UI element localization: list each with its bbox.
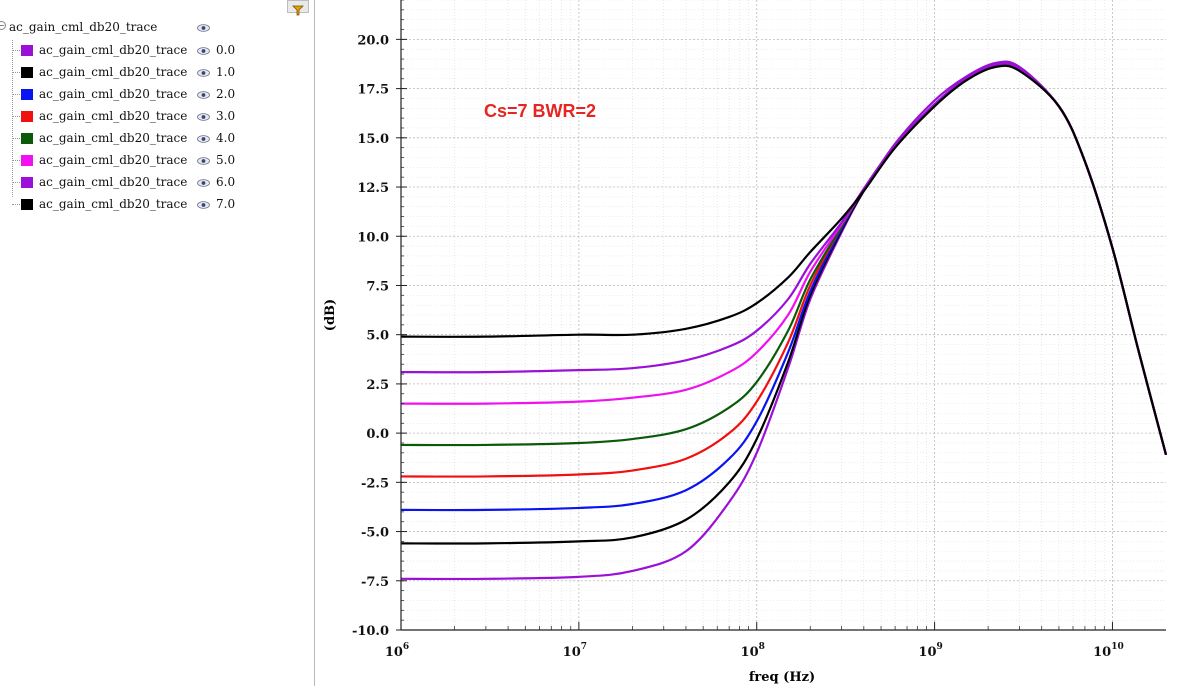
eye-icon[interactable] xyxy=(197,69,210,77)
series-line xyxy=(400,62,1168,478)
series-line xyxy=(400,62,1168,456)
y-tick-label: 7.5 xyxy=(366,279,389,294)
tree-connector xyxy=(12,160,20,161)
legend-swatch xyxy=(21,199,33,210)
y-tick-label: -2.5 xyxy=(361,476,389,491)
tree-connector xyxy=(12,40,13,197)
legend-item-value: 2.0 xyxy=(216,87,236,101)
legend-item-label: ac_gain_cml_db20_trace xyxy=(39,175,188,189)
x-tick-label: 107 xyxy=(563,642,587,660)
tree-connector xyxy=(12,138,20,139)
legend-item-label: ac_gain_cml_db20_trace xyxy=(39,197,188,211)
x-tick-label: 1010 xyxy=(1093,642,1124,660)
axes xyxy=(396,0,1166,631)
legend-item-value: 1.0 xyxy=(216,65,236,79)
x-axis-label: freq (Hz) xyxy=(749,670,815,685)
panel-divider[interactable] xyxy=(314,0,315,686)
legend-swatch xyxy=(21,45,33,56)
legend-item-value: 6.0 xyxy=(216,175,236,189)
eye-icon[interactable] xyxy=(197,135,210,143)
collapse-icon[interactable]: − xyxy=(0,21,6,30)
eye-icon[interactable] xyxy=(197,24,210,32)
legend-root-label: ac_gain_cml_db20_trace xyxy=(9,20,158,34)
series-line xyxy=(400,62,1168,456)
legend-item-label: ac_gain_cml_db20_trace xyxy=(39,65,188,79)
eye-icon[interactable] xyxy=(197,179,210,187)
eye-icon[interactable] xyxy=(197,47,210,55)
x-tick-label: 106 xyxy=(385,642,409,660)
legend-item-label: ac_gain_cml_db20_trace xyxy=(39,43,188,57)
legend-swatch xyxy=(21,155,33,166)
series-line xyxy=(400,62,1168,456)
minor-grid xyxy=(401,0,1166,631)
eye-icon[interactable] xyxy=(197,201,210,209)
legend-item[interactable]: ac_gain_cml_db20_trace 2.0 xyxy=(0,84,300,106)
tree-connector xyxy=(12,72,20,73)
eye-icon[interactable] xyxy=(197,157,210,165)
tree-connector xyxy=(12,94,20,95)
legend-item-label: ac_gain_cml_db20_trace xyxy=(39,131,188,145)
y-tick-label: 17.5 xyxy=(357,83,389,98)
y-tick-label: 10.0 xyxy=(357,230,389,245)
legend-item[interactable]: ac_gain_cml_db20_trace 7.0 xyxy=(0,194,300,216)
legend-item-value: 5.0 xyxy=(216,153,236,167)
legend-item-value: 4.0 xyxy=(216,131,236,145)
y-tick-label: 5.0 xyxy=(366,329,389,344)
y-tick-label: -7.5 xyxy=(361,575,389,590)
legend-item-label: ac_gain_cml_db20_trace xyxy=(39,87,188,101)
tree-connector xyxy=(12,50,20,51)
filter-button[interactable] xyxy=(287,0,309,16)
filter-icon xyxy=(292,5,304,16)
y-tick-label: 15.0 xyxy=(357,132,389,147)
legend-item[interactable]: ac_gain_cml_db20_trace 0.0 xyxy=(0,40,300,62)
legend-swatch xyxy=(21,89,33,100)
legend-item[interactable]: ac_gain_cml_db20_trace 1.0 xyxy=(0,62,300,84)
y-tick-label: 0.0 xyxy=(366,427,389,442)
y-tick-label: 20.0 xyxy=(357,33,389,48)
legend-swatch xyxy=(21,177,33,188)
x-tick-label: 109 xyxy=(918,642,942,660)
legend-swatch xyxy=(21,67,33,78)
legend-item-label: ac_gain_cml_db20_trace xyxy=(39,109,188,123)
legend-item-value: 0.0 xyxy=(216,43,236,57)
x-tick-label: 108 xyxy=(741,642,765,660)
y-tick-label: 12.5 xyxy=(357,181,389,196)
y-tick-label: -5.0 xyxy=(361,526,389,541)
eye-icon[interactable] xyxy=(197,113,210,121)
chart-annotation: Cs=7 BWR=2 xyxy=(484,101,596,121)
tree-connector xyxy=(12,204,20,205)
legend-item-value: 3.0 xyxy=(216,109,236,123)
tree-connector xyxy=(12,116,20,117)
series-line xyxy=(400,64,1168,456)
y-tick-label: 2.5 xyxy=(366,378,389,393)
tree-connector xyxy=(12,182,20,183)
y-tick-label: -10.0 xyxy=(352,624,389,639)
legend-item[interactable]: ac_gain_cml_db20_trace 6.0 xyxy=(0,172,300,194)
tick-labels: -10.0 -7.5 -5.0 -2.5 0.0 2.5 5.0 7.5 10.0 12.5 15.… xyxy=(352,33,1124,660)
series-layer xyxy=(400,60,1168,581)
y-axis-label: (dB) xyxy=(323,299,338,331)
legend-item[interactable]: ac_gain_cml_db20_trace 4.0 xyxy=(0,128,300,150)
legend-item-label: ac_gain_cml_db20_trace xyxy=(39,153,188,167)
legend-swatch xyxy=(21,133,33,144)
legend-item-value: 7.0 xyxy=(216,197,236,211)
legend-item[interactable]: ac_gain_cml_db20_trace 5.0 xyxy=(0,150,300,172)
eye-icon[interactable] xyxy=(197,91,210,99)
legend-swatch xyxy=(21,111,33,122)
legend-panel: − ac_gain_cml_db20_trace ac_gain_cml_db2… xyxy=(0,0,315,686)
legend-item[interactable]: ac_gain_cml_db20_trace 3.0 xyxy=(0,106,300,128)
